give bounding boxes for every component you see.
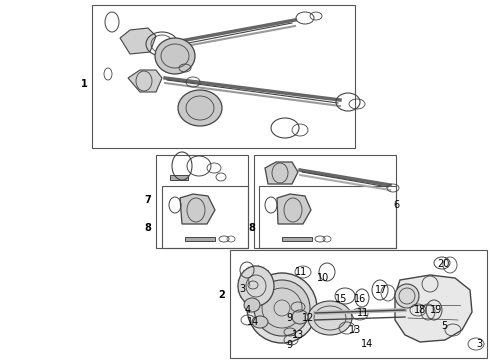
Bar (156, 155, 248, 248)
Text: 16: 16 (354, 294, 366, 304)
Text: 20: 20 (437, 259, 449, 269)
Circle shape (247, 273, 317, 343)
Polygon shape (120, 28, 156, 54)
Bar (170, 175, 188, 180)
Text: 8: 8 (145, 223, 151, 233)
Text: 9: 9 (286, 313, 292, 323)
Text: 2: 2 (219, 290, 225, 300)
Bar (92, 5, 355, 148)
Text: 7: 7 (145, 195, 151, 205)
Circle shape (395, 284, 419, 308)
Ellipse shape (155, 38, 195, 74)
Text: 9: 9 (286, 340, 292, 350)
Text: 4: 4 (245, 305, 251, 315)
Text: 3: 3 (239, 284, 245, 294)
Bar (162, 186, 248, 248)
Text: 12: 12 (302, 313, 314, 323)
Ellipse shape (178, 90, 222, 126)
Circle shape (254, 280, 310, 336)
Text: 17: 17 (375, 285, 387, 295)
Ellipse shape (292, 310, 308, 324)
Text: 11: 11 (357, 308, 369, 318)
Bar (185, 237, 215, 241)
Polygon shape (265, 162, 298, 184)
Ellipse shape (308, 301, 352, 335)
Bar (254, 155, 396, 248)
Text: 6: 6 (393, 200, 399, 210)
Bar (259, 186, 396, 248)
Text: 14: 14 (361, 339, 373, 349)
Bar (282, 237, 312, 241)
Text: 19: 19 (430, 305, 442, 315)
Text: 14: 14 (247, 317, 259, 327)
Text: 15: 15 (335, 294, 347, 304)
Text: 10: 10 (317, 273, 329, 283)
Ellipse shape (238, 266, 274, 306)
Text: 8: 8 (248, 223, 255, 233)
Text: 3: 3 (476, 339, 482, 349)
Polygon shape (277, 194, 311, 224)
Polygon shape (395, 275, 472, 342)
Bar (230, 250, 487, 358)
Polygon shape (128, 70, 162, 92)
Text: 13: 13 (349, 325, 361, 335)
Text: 13: 13 (292, 330, 304, 340)
Text: 18: 18 (414, 305, 426, 315)
Text: 11: 11 (295, 267, 307, 277)
Polygon shape (180, 194, 215, 224)
Ellipse shape (252, 316, 268, 328)
Ellipse shape (244, 298, 260, 312)
Text: 5: 5 (441, 321, 447, 331)
Text: 1: 1 (81, 79, 87, 89)
